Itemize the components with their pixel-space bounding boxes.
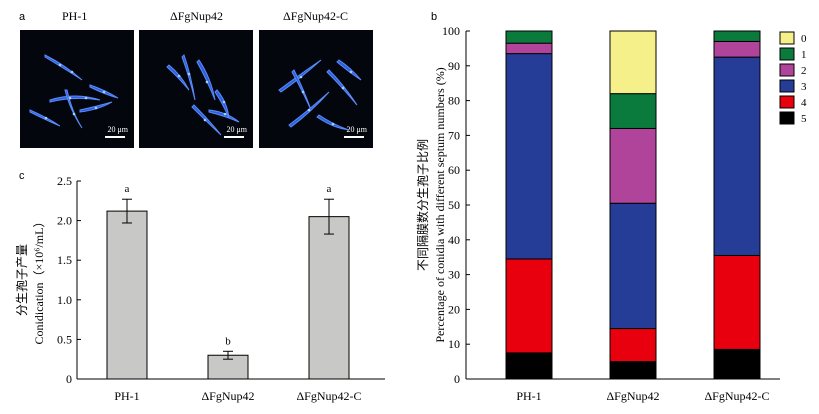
b-y-tick-label: 100 xyxy=(442,24,460,38)
b-segment-5-2 xyxy=(713,348,761,380)
b-segment-2-0 xyxy=(505,42,553,55)
scale-bar-complemented xyxy=(344,136,364,138)
b-segment-2-2 xyxy=(713,40,761,58)
c-significance-letter: b xyxy=(225,335,231,347)
c-significance-letter: a xyxy=(125,183,130,195)
b-legend-swatch-0 xyxy=(779,31,795,45)
b-legend-label: 0 xyxy=(801,33,807,45)
b-segment-1-0 xyxy=(505,30,553,44)
c-x-tick-label: ΔFgNup42 xyxy=(201,389,254,403)
b-segment-0-1 xyxy=(609,30,657,95)
scale-bar-mutant xyxy=(224,136,244,138)
b-legend-swatch-3 xyxy=(779,79,795,93)
c-y-label: Conidication（×10⁶/mL） xyxy=(32,216,46,345)
b-segment-5-1 xyxy=(609,361,657,380)
c-bar-0 xyxy=(106,210,148,380)
b-y-tick-label: 40 xyxy=(448,233,460,247)
conidia-complemented xyxy=(278,59,362,131)
b-y-tick-label: 10 xyxy=(448,337,460,351)
micrograph-mutant: 20 μm xyxy=(139,30,253,148)
c-x-tick-label: PH-1 xyxy=(114,389,139,403)
b-y-tick-label: 80 xyxy=(448,94,460,108)
image-title-complemented: ΔFgNup42-C xyxy=(283,9,349,23)
b-x-tick-label: ΔFgNup42-C xyxy=(704,389,769,403)
c-significance-letter: a xyxy=(327,183,332,195)
c-y-tick-label: 2.0 xyxy=(57,214,72,228)
b-legend-swatch-4 xyxy=(779,95,795,109)
conidia-mutant xyxy=(166,54,240,136)
c-bar-2 xyxy=(308,216,350,380)
micrograph-complemented: 20 μm xyxy=(259,30,373,148)
b-segment-4-1 xyxy=(609,328,657,363)
b-segment-2-1 xyxy=(609,127,657,204)
image-title-mutant: ΔFgNup42 xyxy=(170,9,224,23)
b-legend-swatch-5 xyxy=(779,111,795,125)
b-segment-4-0 xyxy=(505,258,553,354)
b-legend-swatch-2 xyxy=(779,63,795,77)
image-title-ph1: PH-1 xyxy=(62,9,88,23)
b-segment-4-2 xyxy=(713,254,761,350)
conidia-ph1 xyxy=(29,54,119,129)
b-y-label-cn: 不同隔膜数分生孢子比例 xyxy=(415,139,430,271)
b-legend-label: 1 xyxy=(801,49,807,61)
b-legend-label: 3 xyxy=(801,81,807,93)
b-segment-1-2 xyxy=(713,30,761,42)
b-y-label: Percentage of conidia with different sep… xyxy=(433,67,447,342)
c-x-tick-label: ΔFgNup42-C xyxy=(296,389,361,403)
b-y-tick-label: 30 xyxy=(448,268,460,282)
c-y-tick-label: 0.5 xyxy=(57,332,72,346)
c-y-tick-label: 1.0 xyxy=(57,293,72,307)
scale-label-mutant: 20 μm xyxy=(226,125,247,134)
scale-label-complemented: 20 μm xyxy=(346,125,367,134)
b-segment-3-2 xyxy=(713,56,761,256)
panel-b-label: b xyxy=(431,11,438,23)
b-y-tick-label: 50 xyxy=(448,198,460,212)
c-y-label-cn: 分生孢子产量 xyxy=(15,244,29,316)
b-y-tick-label: 60 xyxy=(448,163,460,177)
b-y-tick-label: 70 xyxy=(448,128,460,142)
b-segment-3-1 xyxy=(609,202,657,330)
b-segment-1-1 xyxy=(609,93,657,129)
b-segment-3-0 xyxy=(505,53,553,260)
b-legend-label: 4 xyxy=(801,97,807,109)
b-segment-5-0 xyxy=(505,352,553,380)
micrograph-ph1: 20 μm xyxy=(20,30,134,148)
c-y-tick-label: 0 xyxy=(66,372,72,386)
b-legend-label: 5 xyxy=(801,113,807,125)
c-y-tick-label: 1.5 xyxy=(57,253,72,267)
b-x-tick-label: ΔFgNup42 xyxy=(606,389,659,403)
b-y-tick-label: 0 xyxy=(454,372,460,386)
b-y-tick-label: 20 xyxy=(448,302,460,316)
b-x-tick-label: PH-1 xyxy=(516,389,541,403)
scale-bar-ph1 xyxy=(105,136,125,138)
c-y-tick-label: 2.5 xyxy=(57,174,72,188)
b-y-tick-label: 90 xyxy=(448,59,460,73)
scale-label-ph1: 20 μm xyxy=(107,125,128,134)
panel-c-label: c xyxy=(19,170,25,182)
b-legend-swatch-1 xyxy=(779,47,795,61)
b-legend-label: 2 xyxy=(801,65,807,77)
panel-a-label: a xyxy=(19,11,26,23)
